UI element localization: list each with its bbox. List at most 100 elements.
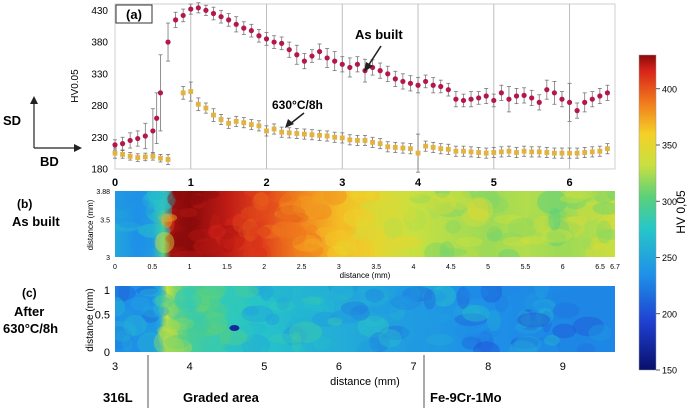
panel-b-texture [115,191,615,257]
data-point [370,139,375,145]
data-point [165,39,171,45]
heatmap-texture-blob [581,238,595,250]
data-point [324,133,330,139]
panel-c-heatmap-fill [115,286,615,352]
heatmap-texture-blob [259,286,273,302]
heatmap-texture-blob [173,230,184,248]
heatmap-texture-blob [404,206,417,222]
heatmap-texture-blob [148,191,176,211]
heatmap-texture-blob [461,207,490,227]
colorbar-gradient [638,54,657,371]
heatmap-texture-blob [141,304,170,318]
colorbar: 400 350 300 250 200 150 HV 0,05 [638,54,688,376]
heatmap-texture-blob [346,216,372,227]
heatmap-texture-blob [459,286,490,299]
heatmap-texture-blob [275,203,308,222]
heatmap-texture-blob [572,316,605,337]
heatmap-texture-blob [552,323,577,339]
panel-b-y-tick-label: 3.5 [100,218,110,225]
heatmap-texture-blob [364,288,384,303]
heatmap-texture-blob [472,191,501,211]
heatmap-texture-blob [260,346,282,352]
heatmap-texture-blob [271,286,293,304]
panel-c-label: (c) [22,286,37,300]
panel-a-x-tick-label: 0 [112,177,118,189]
panel-c-y-tick-label: 1 [104,285,110,297]
panel-a-x-tick-label: 2 [263,177,269,189]
panel-c-x-axis-label: distance (mm) [330,376,400,388]
heatmap-texture-blob [165,232,199,245]
heatmap-texture-blob [292,234,322,252]
heatmap-texture-blob [133,228,157,252]
heatmap-texture-blob [502,236,530,247]
heatmap-texture-blob [169,320,181,332]
panel-c-y-axis-label: distance (mm) [85,288,96,351]
heatmap-texture-blob [500,301,513,320]
panel-b-label: (b) [17,197,32,211]
data-point [218,117,224,122]
panel-b-y-tick-label: 3.88 [96,189,110,196]
heatmap-texture-blob [486,226,503,242]
heatmap-texture-blob [363,209,395,229]
heatmap-texture-blob [473,341,500,352]
heatmap-texture-blob [243,246,259,257]
data-point [233,119,239,124]
heatmap-texture-blob [115,297,125,317]
heatmap-texture-blob [265,313,280,326]
heatmap-texture-blob [140,315,156,337]
heatmap-texture-blob [257,201,282,213]
heatmap-texture-blob [171,191,183,200]
heatmap-texture-blob [117,219,142,228]
heatmap-texture-blob [159,300,179,320]
panel-c-row-label-line2: 630°C/8h [3,321,58,336]
data-point [294,52,300,58]
panel-c-y-tick-label: 0.5 [95,310,110,322]
data-point [521,148,527,154]
panel-b-x-tick-label: 3.5 [371,264,381,271]
heatmap-texture-blob [537,191,568,214]
heatmap-texture-blob [142,191,175,211]
heatmap-texture-blob [234,286,259,298]
heatmap-texture-blob [118,286,130,302]
data-point [423,143,429,149]
panel-a-y-tick-label: 230 [91,133,108,144]
data-point [135,135,141,142]
orientation-axes-icon: SD BD [3,96,82,169]
heatmap-texture-blob [302,296,325,306]
data-point [483,93,489,99]
heatmap-texture-blob [345,292,370,301]
data-point [203,105,209,111]
heatmap-texture-blob [162,317,196,331]
data-point [574,150,580,156]
heatmap-texture-blob [423,289,436,310]
data-point [271,126,277,132]
heatmap-texture-blob [123,314,147,336]
data-point [150,153,156,159]
heatmap-texture-blob [213,225,247,240]
data-point [173,17,179,23]
heatmap-texture-blob [118,308,136,327]
heatmap-texture-blob [535,308,554,325]
heatmap-texture-blob [520,314,548,326]
heatmap-texture-blob [334,240,357,256]
heatmap-texture-blob [158,325,173,347]
heatmap-texture-blob [276,204,306,223]
data-point [264,128,269,134]
heatmap-texture-blob [378,329,402,348]
data-point [445,146,451,152]
heatmap-texture-blob [340,301,369,316]
data-point [385,144,391,150]
panel-c-y-ticks: 00.51 [95,285,110,359]
data-point [423,78,429,85]
panel-a-hardness-profile: 430 380 330 280 230 180 0 1 2 3 4 5 6 (a) HV0.05 As… [70,2,616,189]
data-point [498,149,504,155]
heatmap-texture-blob [220,232,235,253]
panel-b-x-tick-label: 5 [486,264,490,271]
data-point [551,90,557,96]
heatmap-texture-blob [242,218,259,242]
heatmap-texture-blob [172,250,203,257]
data-point [355,138,360,143]
heatmap-texture-blob [359,286,390,307]
heatmap-texture-blob [380,325,410,340]
heatmap-texture-blob [312,336,333,351]
